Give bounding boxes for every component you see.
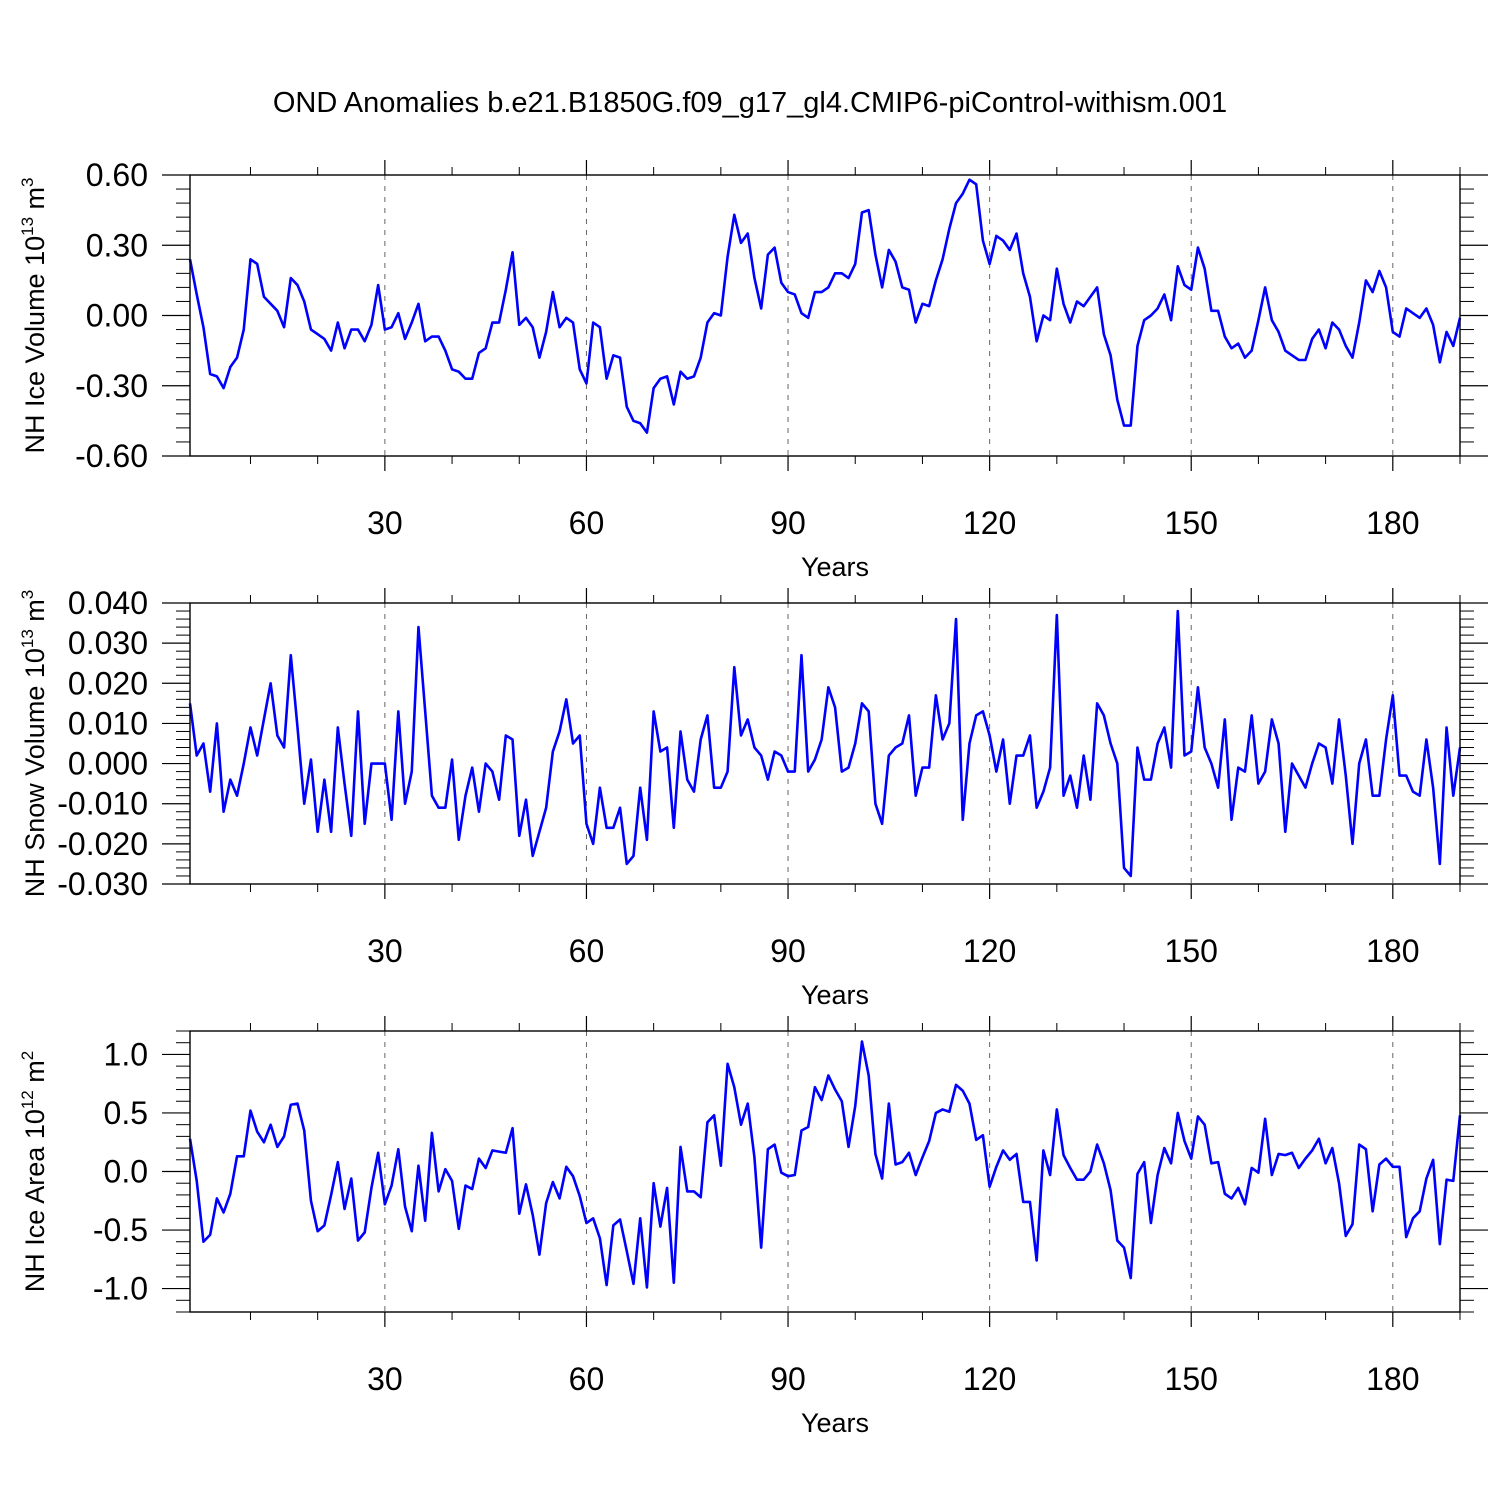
y-tick-label: -1.0 [93, 1271, 148, 1307]
x-tick-label: 90 [770, 1361, 806, 1397]
y-tick-label: 0.030 [68, 625, 148, 661]
x-tick-label: 60 [569, 1361, 605, 1397]
y-tick-label: -0.030 [57, 866, 148, 902]
y-tick-label: -0.010 [57, 786, 148, 822]
x-tick-label: 180 [1366, 933, 1419, 969]
panels: 30 60 90 120 150 180 -0.60 -0.30 0.00 0.30 0.60 Yea… [18, 157, 1488, 1438]
y-tick-label: 0.040 [68, 585, 148, 621]
plot-frame [189, 602, 1461, 885]
x-tick-label: 150 [1165, 933, 1218, 969]
x-tick-label: 120 [963, 1361, 1016, 1397]
x-tick-label: 120 [963, 933, 1016, 969]
nh-snow-volume-series-line [188, 609, 1462, 878]
y-axis-label-unit: m [20, 187, 50, 217]
x-axis-label: Years [801, 980, 869, 1010]
x-tick-label: 180 [1366, 505, 1419, 541]
y-tick-label: 0.010 [68, 705, 148, 741]
y-axis-label-main: NH Ice Volume 10 [20, 236, 50, 454]
nh-ice-area-panel: 30 60 90 120 150 180 -1.0 -0.5 0.0 0.5 1.0 Years NH … [18, 1016, 1488, 1438]
y-axis-label: NH Snow Volume 1013 m3 [18, 590, 50, 898]
x-axis-label: Years [801, 1408, 869, 1438]
nh-ice-volume-panel: 30 60 90 120 150 180 -0.60 -0.30 0.00 0.30 0.60 Yea… [18, 157, 1488, 582]
figure-title: OND Anomalies b.e21.B1850G.f09_g17_gl4.C… [273, 87, 1227, 119]
y-tick-label: 0.000 [68, 746, 148, 782]
y-tick-label: 0.00 [86, 298, 148, 334]
y-tick-label: 0.0 [104, 1154, 148, 1190]
nh-ice-volume-series-line [188, 178, 1462, 434]
y-axis-label: NH Ice Area 1012 m2 [18, 1051, 50, 1292]
y-tick-label: 0.020 [68, 665, 148, 701]
y-tick-label: -0.60 [75, 438, 148, 474]
x-tick-label: 30 [367, 1361, 403, 1397]
x-tick-label: 120 [963, 505, 1016, 541]
y-axis-label-exp: 13 [18, 217, 37, 236]
y-axis-label-main: NH Snow Volume 10 [20, 648, 50, 897]
nh-snow-volume-panel: 30 60 90 120 150 180 -0.030 -0.020 -0.010 0.000 0.… [18, 585, 1488, 1010]
y-tick-label: 0.60 [86, 157, 148, 193]
x-tick-label: 90 [770, 505, 806, 541]
x-tick-label: 180 [1366, 1361, 1419, 1397]
nh-ice-area-series-line [188, 1040, 1462, 1289]
y-axis-label-unit: m [20, 1060, 50, 1090]
y-axis-label-main: NH Ice Area 10 [20, 1109, 50, 1292]
y-tick-label: 0.5 [104, 1095, 148, 1131]
x-tick-label: 30 [367, 505, 403, 541]
x-tick-label: 60 [569, 505, 605, 541]
y-tick-label: -0.30 [75, 368, 148, 404]
y-axis-label: NH Ice Volume 1013 m3 [18, 178, 50, 454]
y-axis-label-unit-exp: 3 [18, 178, 37, 187]
y-axis-label-unit: m [20, 599, 50, 629]
x-tick-label: 90 [770, 933, 806, 969]
y-axis-label-unit-exp: 3 [18, 590, 37, 599]
x-tick-label: 150 [1165, 1361, 1218, 1397]
x-axis-label: Years [801, 552, 869, 582]
y-tick-label: 0.30 [86, 227, 148, 263]
x-tick-label: 30 [367, 933, 403, 969]
y-tick-label: 1.0 [104, 1036, 148, 1072]
x-tick-label: 60 [569, 933, 605, 969]
x-tick-label: 150 [1165, 505, 1218, 541]
y-axis-label-unit-exp: 2 [18, 1051, 37, 1060]
plot-frame [189, 1030, 1461, 1313]
y-tick-label: -0.020 [57, 826, 148, 862]
plot-frame [189, 174, 1461, 457]
y-tick-label: -0.5 [93, 1212, 148, 1248]
y-axis-label-exp: 12 [18, 1090, 37, 1109]
y-axis-label-exp: 13 [18, 629, 37, 648]
